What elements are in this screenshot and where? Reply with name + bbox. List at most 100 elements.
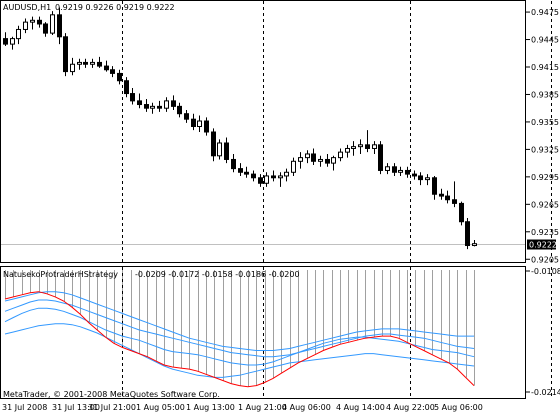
bear-candle[interactable] [177, 105, 182, 115]
bear-candle[interactable] [251, 173, 256, 179]
bull-candle[interactable] [50, 14, 55, 34]
bear-candle[interactable] [258, 177, 263, 184]
indicator-name-label: NatusekoProtraderHStrategy [3, 270, 118, 279]
bull-candle[interactable] [472, 243, 477, 247]
price-axis-label: 0.9265 [531, 200, 559, 209]
current-price-badge-box [527, 239, 556, 250]
time-axis-label: 4 Aug 22:00 [386, 403, 435, 412]
indicator-lines [4, 291, 475, 388]
indicator-pane[interactable]: NatusekoProtraderHStrategy -0.0209 -0.01… [0, 266, 552, 400]
bear-candle[interactable] [244, 171, 249, 175]
bull-candle[interactable] [331, 157, 336, 164]
price-axis-label: 0.9415 [531, 63, 559, 72]
bear-candle[interactable] [325, 158, 330, 164]
indicator-band-line [4, 291, 474, 351]
bear-candle[interactable] [157, 105, 162, 109]
bear-candle[interactable] [171, 100, 176, 107]
bull-candle[interactable] [164, 100, 169, 109]
bear-candle[interactable] [459, 202, 464, 223]
price-pane[interactable]: AUDUSD,H1 0.9219 0.9226 0.9219 0.9222 [0, 0, 552, 263]
chart-symbol-label: AUDUSD,H1 [3, 3, 51, 12]
bear-candle[interactable] [452, 199, 457, 204]
time-axis-label: 31 Jul 21:00 [88, 403, 136, 412]
bear-candle[interactable] [211, 131, 216, 157]
bear-candle[interactable] [3, 38, 8, 45]
bull-candle[interactable] [372, 144, 377, 149]
bull-candle[interactable] [318, 158, 323, 162]
bull-candle[interactable] [305, 153, 310, 159]
bear-candle[interactable] [311, 153, 316, 162]
bear-candle[interactable] [224, 142, 229, 160]
bear-candle[interactable] [104, 65, 109, 71]
bear-candle[interactable] [137, 100, 142, 106]
bear-candle[interactable] [204, 120, 209, 133]
bull-candle[interactable] [398, 169, 403, 173]
indicator-axis: -0.0108 -0.0214 [525, 267, 560, 397]
bear-candle[interactable] [271, 175, 276, 179]
bear-candle[interactable] [439, 193, 444, 197]
bear-candle[interactable] [238, 168, 243, 173]
bear-candle[interactable] [83, 61, 88, 65]
bull-candle[interactable] [298, 157, 303, 162]
bear-candle[interactable] [97, 61, 102, 67]
bull-candle[interactable] [30, 19, 35, 23]
bear-candle[interactable] [117, 72, 122, 82]
chart-ohlc-label: 0.9219 0.9226 0.9219 0.9222 [55, 3, 175, 12]
bull-candle[interactable] [77, 61, 82, 65]
bear-candle[interactable] [418, 175, 423, 181]
bear-candle[interactable] [130, 93, 135, 102]
bull-candle[interactable] [284, 171, 289, 177]
bear-candle[interactable] [37, 19, 42, 25]
bull-candle[interactable] [351, 146, 356, 149]
bull-candle[interactable] [385, 166, 390, 171]
bull-candle[interactable] [90, 61, 95, 65]
indicator-band-line [4, 299, 475, 358]
bear-candle[interactable] [365, 144, 370, 149]
bull-candle[interactable] [358, 144, 363, 148]
bear-candle[interactable] [405, 169, 410, 175]
bull-candle[interactable] [197, 120, 202, 128]
bear-candle[interactable] [144, 104, 149, 109]
bull-candle[interactable] [291, 160, 296, 173]
bull-candle[interactable] [338, 151, 343, 159]
bear-candle[interactable] [191, 118, 196, 128]
bull-candle[interactable] [150, 105, 155, 109]
bull-candle[interactable] [217, 142, 222, 157]
candlestick-series[interactable] [3, 7, 477, 250]
bear-candle[interactable] [110, 69, 115, 74]
bull-candle[interactable] [70, 63, 75, 73]
bear-candle[interactable] [43, 23, 48, 34]
indicator-band-line [4, 323, 475, 378]
bull-candle[interactable] [278, 175, 283, 179]
time-axis-label: 31 Jul 13:00 [52, 403, 100, 412]
bull-candle[interactable] [23, 21, 28, 30]
bull-candle[interactable] [10, 38, 15, 45]
bear-candle[interactable] [184, 113, 189, 120]
bear-candle[interactable] [445, 195, 450, 201]
bear-candle[interactable] [412, 173, 417, 177]
bear-candle[interactable] [231, 158, 236, 170]
price-axis-label: 0.9385 [531, 90, 559, 99]
time-axis-label: 31 Jul 2008 [2, 403, 47, 412]
bear-candle[interactable] [432, 177, 437, 195]
bull-candle[interactable] [264, 175, 269, 184]
bull-candle[interactable] [345, 147, 350, 153]
price-axis-label: 0.9355 [531, 118, 559, 127]
bull-candle[interactable] [16, 28, 21, 40]
current-price-badge: 0.9222 [527, 239, 557, 250]
bear-candle[interactable] [124, 80, 129, 95]
bear-candle[interactable] [465, 221, 470, 247]
bear-candle[interactable] [63, 36, 68, 73]
indicator-signal-line [4, 291, 475, 388]
time-axis-label: 1 Aug 13:00 [186, 403, 235, 412]
indicator-axis-label: -0.0108 [531, 267, 560, 276]
bear-candle[interactable] [392, 166, 397, 173]
bear-candle[interactable] [378, 144, 383, 171]
bull-candle[interactable] [425, 177, 430, 181]
current-price-badge-text: 0.9222 [529, 241, 557, 250]
bear-candle[interactable] [57, 14, 62, 38]
time-axis-label: 4 Aug 06:00 [282, 403, 331, 412]
